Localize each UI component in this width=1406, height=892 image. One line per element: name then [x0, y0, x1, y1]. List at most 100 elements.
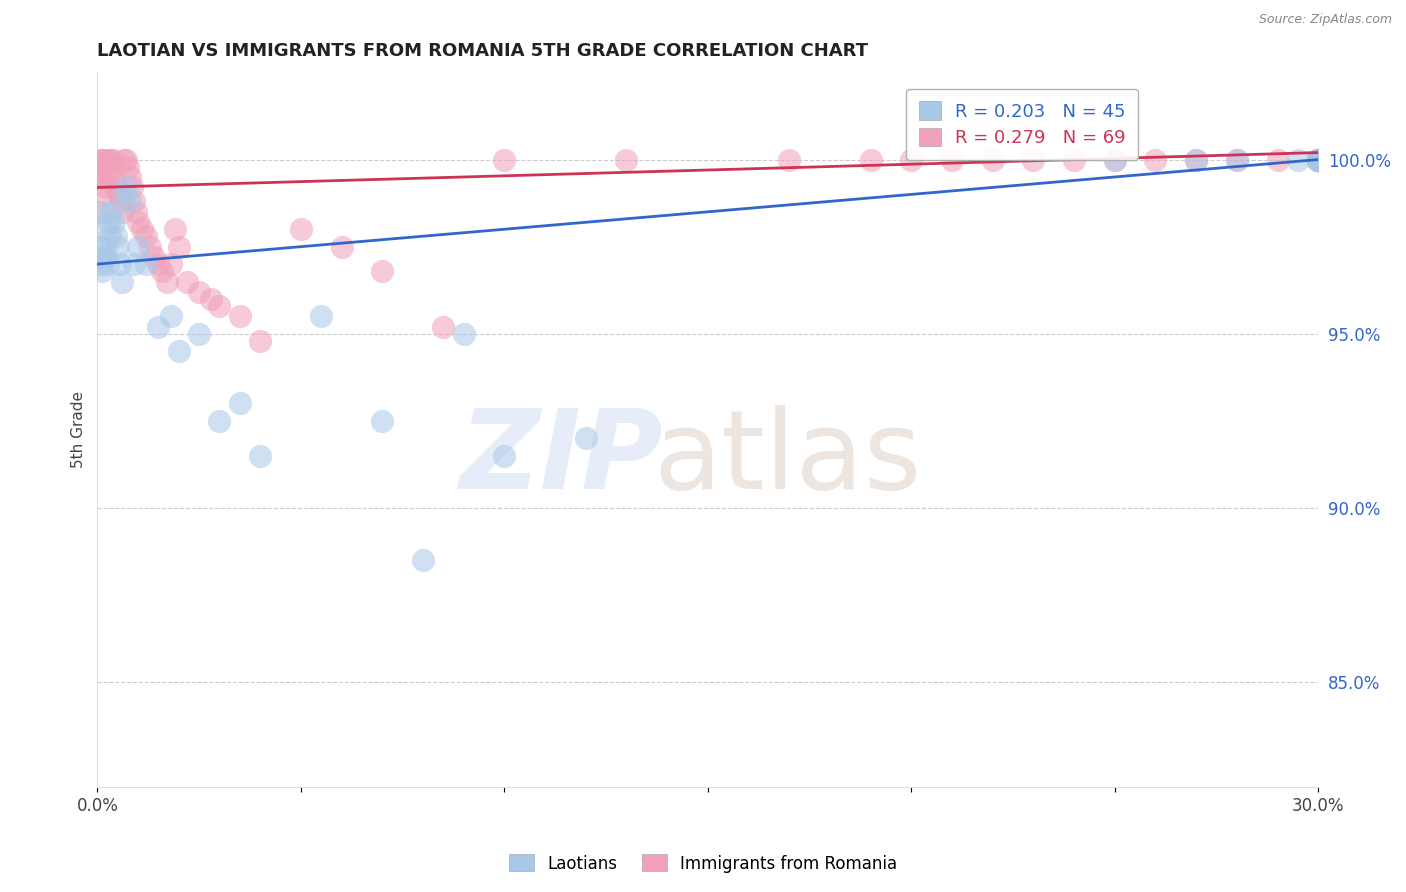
Point — [208, 299, 231, 313]
Legend: Laotians, Immigrants from Romania: Laotians, Immigrants from Romania — [502, 847, 904, 880]
Point — [98, 153, 121, 167]
Point — [97, 215, 120, 229]
Point — [494, 449, 516, 463]
Point — [453, 326, 475, 341]
Point — [100, 160, 122, 174]
Legend: R = 0.203   N = 45, R = 0.279   N = 69: R = 0.203 N = 45, R = 0.279 N = 69 — [907, 88, 1139, 160]
Point — [104, 180, 127, 194]
Point — [412, 553, 434, 567]
Point — [900, 153, 922, 167]
Point — [108, 194, 131, 209]
Point — [121, 180, 143, 194]
Point — [309, 310, 332, 324]
Point — [249, 449, 271, 463]
Point — [1308, 153, 1330, 167]
Point — [1185, 153, 1208, 167]
Point — [1308, 153, 1330, 167]
Point — [100, 204, 122, 219]
Point — [104, 229, 127, 244]
Point — [96, 169, 118, 184]
Point — [1308, 153, 1330, 167]
Point — [941, 153, 963, 167]
Point — [111, 275, 134, 289]
Point — [575, 431, 598, 445]
Point — [94, 240, 117, 254]
Point — [143, 250, 166, 264]
Point — [176, 275, 198, 289]
Point — [494, 153, 516, 167]
Point — [93, 153, 115, 167]
Point — [111, 204, 134, 219]
Point — [1185, 153, 1208, 167]
Point — [112, 153, 135, 167]
Point — [1308, 153, 1330, 167]
Point — [125, 204, 148, 219]
Point — [117, 160, 139, 174]
Point — [93, 169, 115, 184]
Point — [1063, 153, 1085, 167]
Point — [371, 264, 394, 278]
Text: Source: ZipAtlas.com: Source: ZipAtlas.com — [1258, 13, 1392, 27]
Point — [1308, 153, 1330, 167]
Point — [330, 240, 353, 254]
Point — [107, 240, 129, 254]
Text: LAOTIAN VS IMMIGRANTS FROM ROMANIA 5TH GRADE CORRELATION CHART: LAOTIAN VS IMMIGRANTS FROM ROMANIA 5TH G… — [97, 42, 869, 60]
Point — [1144, 153, 1167, 167]
Point — [127, 215, 149, 229]
Point — [1226, 153, 1249, 167]
Point — [159, 310, 181, 324]
Point — [1308, 153, 1330, 167]
Point — [87, 204, 110, 219]
Point — [90, 160, 112, 174]
Point — [200, 292, 222, 306]
Text: ZIP: ZIP — [460, 405, 664, 512]
Point — [115, 153, 138, 167]
Point — [1308, 153, 1330, 167]
Y-axis label: 5th Grade: 5th Grade — [72, 391, 86, 468]
Point — [112, 187, 135, 202]
Point — [1226, 153, 1249, 167]
Point — [96, 187, 118, 202]
Point — [1308, 153, 1330, 167]
Point — [1308, 153, 1330, 167]
Point — [1286, 153, 1309, 167]
Point — [859, 153, 882, 167]
Point — [98, 229, 121, 244]
Point — [229, 310, 252, 324]
Point — [93, 222, 115, 236]
Point — [1308, 153, 1330, 167]
Point — [135, 257, 157, 271]
Point — [432, 319, 454, 334]
Point — [1022, 153, 1045, 167]
Point — [1267, 153, 1289, 167]
Point — [108, 257, 131, 271]
Point — [616, 153, 638, 167]
Point — [94, 180, 117, 194]
Point — [188, 326, 211, 341]
Point — [1308, 153, 1330, 167]
Point — [96, 250, 118, 264]
Point — [155, 275, 177, 289]
Point — [139, 240, 162, 254]
Point — [89, 153, 111, 167]
Point — [97, 153, 120, 167]
Point — [152, 264, 174, 278]
Point — [229, 396, 252, 410]
Point — [91, 264, 114, 278]
Point — [208, 414, 231, 428]
Point — [91, 153, 114, 167]
Point — [96, 257, 118, 271]
Point — [163, 222, 186, 236]
Point — [159, 257, 181, 271]
Point — [1104, 153, 1126, 167]
Point — [122, 257, 145, 271]
Point — [135, 229, 157, 244]
Point — [1104, 153, 1126, 167]
Point — [103, 215, 125, 229]
Point — [101, 153, 124, 167]
Point — [115, 180, 138, 194]
Point — [778, 153, 800, 167]
Point — [131, 222, 153, 236]
Point — [290, 222, 312, 236]
Point — [89, 169, 111, 184]
